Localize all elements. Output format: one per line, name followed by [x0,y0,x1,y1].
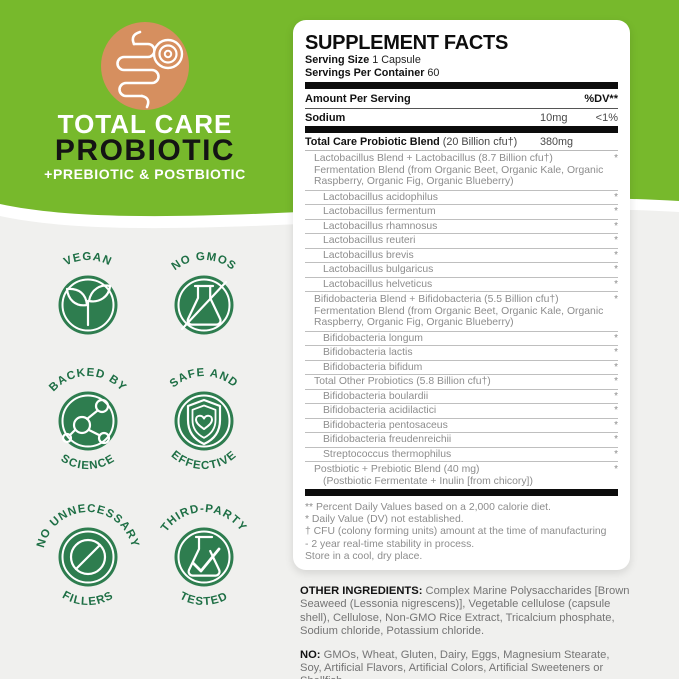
ingredients-block: OTHER INGREDIENTS: Complex Marine Polysa… [300,585,634,679]
sodium-row: Sodium 10mg <1% [305,112,618,124]
table-row: Lactobacillus Blend + Lactobacillus (8.7… [305,151,618,191]
svg-text:SAFE AND: SAFE AND [168,367,240,390]
divider-bar [305,82,618,89]
table-row: Lactobacillus acidophilus * [305,191,618,205]
svg-text:VEGAN: VEGAN [62,251,114,268]
table-row: Postbiotic + Prebiotic Blend (40 mg) (Pos… [314,464,618,487]
table-row: Total Other Probiotics (5.8 Billion cfu†… [305,375,618,390]
table-row: Lactobacillus helveticus * [305,278,618,292]
table-row: Bifidobacteria freudenreichii * [305,433,618,448]
table-row: Bifidobacteria bifidum * [305,361,618,375]
table-row: Bifidobacteria acidilactici * [305,404,618,419]
table-row: Bifidobacteria pentosaceus * [305,419,618,433]
plant-icon [65,284,112,327]
table-row: Bifidobacteria boulardii * [305,390,618,404]
table-row: Lactobacillus brevis * [305,249,618,263]
table-row: Streptococcus thermophilus * [305,448,618,462]
intestine-icon [101,22,189,110]
badge-vegan: VEGAN [58,251,118,335]
badge-no-unnecessary-fillers: NO UNNECESSARY FILLERS [35,503,140,608]
svg-text:TESTED: TESTED [178,590,230,608]
footnotes: ** Percent Daily Values based on a 2,000… [305,502,607,562]
table-row: Bifidobacteria longum * [305,332,618,346]
svg-text:SCIENCE: SCIENCE [59,453,117,473]
probiotic-blend-row: Total Care Probiotic Blend (20 Billion c… [305,133,618,151]
tested-flask-icon [187,535,221,577]
amount-header-row: Amount Per Serving %DV** [305,89,618,109]
table-row: Bifidobacteria lactis * [305,346,618,361]
table-row: Lactobacillus reuteri * [305,234,618,249]
svg-text:FILLERS: FILLERS [60,589,116,608]
table-row: Lactobacillus fermentum * [305,205,618,220]
divider-bar [305,126,618,133]
servings-per-container: Servings Per Container 60 [305,66,440,79]
svg-text:NO GMOS: NO GMOS [170,251,239,273]
panel-title: SUPPLEMENT FACTS [305,32,508,54]
no-gmo-flask-icon [180,280,228,331]
shield-heart-icon [186,398,222,446]
svg-text:EFFECTIVE: EFFECTIVE [169,449,239,472]
table-row: Lactobacillus rhamnosus * [305,220,618,234]
table-row: Lactobacillus bulgaricus * [305,263,618,278]
table-row: Bifidobacteria Blend + Bifidobacteria (5… [305,292,618,332]
badge-backed-by-science: BACKED BY SCIENCE [47,367,129,473]
badge-third-party-tested: THIRD-PARTY TESTED [159,503,248,608]
divider-bar [305,489,618,496]
badge-safe-and-effective: SAFE AND EFFECTIVE [168,367,240,472]
serving-size: Serving Size 1 Capsule [305,54,421,66]
svg-text:BACKED BY: BACKED BY [47,367,129,394]
prohibition-icon [69,538,107,576]
free-of-list: NO: GMOs, Wheat, Gluten, Dairy, Eggs, Ma… [300,648,610,679]
brand-subtitle: +PREBIOTIC & POSTBIOTIC [44,166,246,182]
badge-no-gmos: NO GMOS [170,251,239,335]
brand-title-line1: TOTAL CARE [57,109,233,139]
brand-title-line2: PROBIOTIC [54,134,236,167]
other-ingredients: OTHER INGREDIENTS: Complex Marine Polysa… [300,585,630,638]
molecule-icon [61,398,111,445]
supplement-facts-panel: SUPPLEMENT FACTS Serving Size 1 Capsule … [293,20,630,570]
